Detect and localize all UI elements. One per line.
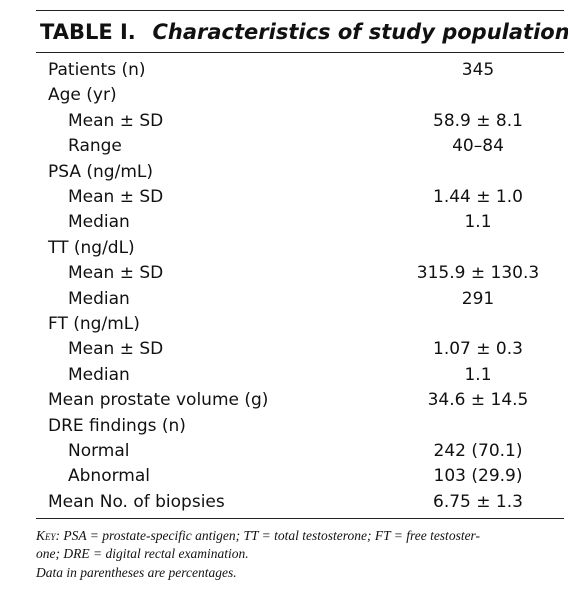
sub-row-label: Median xyxy=(68,212,130,233)
footnote-line: Key: PSA = prostate-specific antigen; TT… xyxy=(36,528,480,544)
row-value: 345 xyxy=(461,60,495,80)
sub-row-value: 1.1 xyxy=(464,364,492,385)
sub-row-label: Mean ± SD xyxy=(68,339,164,360)
row-label: Age (yr) xyxy=(48,85,117,106)
top-rule xyxy=(36,10,564,11)
row-label: DRE findings (n) xyxy=(48,415,186,436)
sub-row-label: Abnormal xyxy=(68,466,150,487)
sub-row-value: 58.9 ± 8.1 xyxy=(433,110,523,131)
table-label: TABLE I. xyxy=(40,20,136,44)
sub-row-label: Median xyxy=(68,364,130,385)
sub-row-label: Mean ± SD xyxy=(68,187,164,207)
sub-row-value: 291 xyxy=(461,288,495,309)
sub-row-label: Range xyxy=(68,136,122,157)
sub-row-value: 1.07 ± 0.3 xyxy=(433,339,523,360)
bottom-rule xyxy=(36,518,564,519)
table-caption: Characteristics of study population xyxy=(152,20,568,44)
row-label: Mean prostate volume (g) xyxy=(48,390,269,411)
sub-row-value: 1.44 ± 1.0 xyxy=(433,187,523,207)
row-label: Mean No. of biopsies xyxy=(48,491,225,512)
table-title: TABLE I. Characteristics of study popula… xyxy=(40,20,568,44)
footnote-text: PSA = prostate-specific antigen; TT = to… xyxy=(63,528,481,543)
row-value: 6.75 ± 1.3 xyxy=(433,491,523,512)
sub-row-label: Normal xyxy=(68,441,130,461)
footnote-line: Data in parentheses are percentages. xyxy=(36,565,237,580)
footnote-line: one; DRE = digital rectal examination. xyxy=(36,546,249,561)
sub-row-value: 242 (70.1) xyxy=(433,441,523,461)
row-label: FT (ng/mL) xyxy=(48,314,140,334)
sub-row-value: 103 (29.9) xyxy=(433,466,523,487)
row-value: 34.6 ± 14.5 xyxy=(427,390,529,411)
sub-row-label: Median xyxy=(68,288,130,309)
row-label: PSA (ng/mL) xyxy=(48,161,153,182)
sub-row-value: 40–84 xyxy=(452,136,504,157)
sub-row-label: Mean ± SD xyxy=(68,263,164,284)
sub-row-value: 1.1 xyxy=(464,212,492,233)
header-rule xyxy=(36,52,564,53)
sub-row-value: 315.9 ± 130.3 xyxy=(416,263,540,284)
sub-row-label: Mean ± SD xyxy=(68,110,164,131)
row-label: Patients (n) xyxy=(48,60,146,80)
footnote-key: Key: xyxy=(36,528,61,543)
row-label: TT (ng/dL) xyxy=(48,237,135,258)
